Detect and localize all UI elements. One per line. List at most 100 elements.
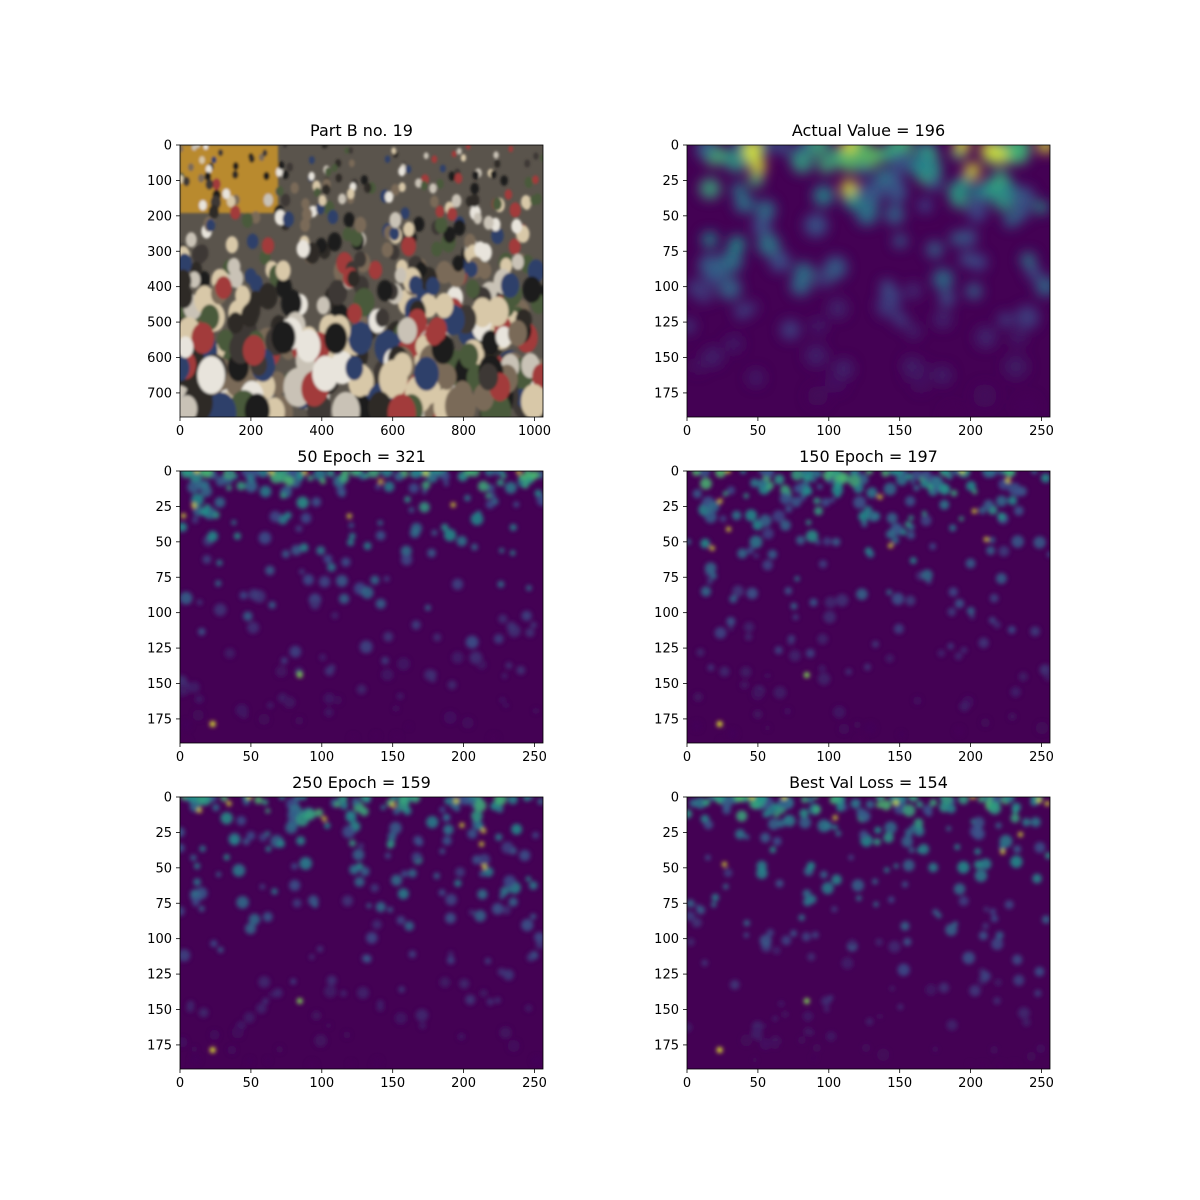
x-tick-label: 600 [380, 424, 405, 439]
subplot-6: Best Val Loss = 154 0 50 100 150 200 250 0 25 50 7… [654, 773, 1054, 1091]
subplot-3: 50 Epoch = 321 0 50 100 150 200 250 0 25 50 75 100 1… [147, 447, 547, 765]
y-tick-label: 500 [147, 316, 172, 331]
x-tick-label: 250 [1029, 1076, 1054, 1091]
y-tick-label: 25 [155, 826, 172, 841]
density-field [180, 471, 543, 743]
y-tick-label: 700 [147, 386, 172, 401]
subplot-4: 150 Epoch = 197 0 50 100 150 200 250 0 25 50 75 100… [654, 447, 1054, 765]
x-tick-label: 250 [522, 750, 547, 765]
axes-frame [686, 470, 1051, 744]
y-tick-label: 75 [662, 571, 679, 586]
y-tick-label: 0 [164, 465, 172, 480]
x-tick-label: 150 [887, 750, 912, 765]
x-tick-label: 100 [309, 750, 334, 765]
x-tick-label: 100 [309, 1076, 334, 1091]
x-tick-label: 200 [451, 750, 476, 765]
density-field [180, 797, 543, 1069]
y-tick-label: 175 [654, 386, 679, 401]
x-tick-label: 250 [1029, 750, 1054, 765]
x-tick-label: 50 [243, 750, 260, 765]
y-tick-label: 125 [654, 642, 679, 657]
x-tick-label: 100 [816, 424, 841, 439]
y-tick-label: 50 [155, 861, 172, 876]
y-tick-label: 100 [654, 932, 679, 947]
x-tick-label: 50 [750, 750, 767, 765]
y-tick-label: 100 [147, 606, 172, 621]
y-tick-label: 150 [147, 1003, 172, 1018]
density-field [687, 145, 1050, 417]
y-tick-label: 50 [155, 535, 172, 550]
x-tick-label: 0 [683, 424, 691, 439]
y-tick-label: 0 [671, 791, 679, 806]
y-tick-label: 125 [147, 642, 172, 657]
subplot-title: Best Val Loss = 154 [789, 773, 948, 792]
x-tick-label: 0 [176, 750, 184, 765]
x-tick-label: 250 [1029, 424, 1054, 439]
y-tick-label: 25 [662, 826, 679, 841]
y-tick-label: 100 [654, 606, 679, 621]
y-tick-label: 100 [147, 174, 172, 189]
crowd-photo [180, 145, 543, 417]
y-tick-label: 50 [662, 535, 679, 550]
y-tick-label: 75 [155, 571, 172, 586]
x-tick-label: 150 [380, 750, 405, 765]
y-tick-label: 25 [155, 500, 172, 515]
y-tick-label: 175 [147, 1038, 172, 1053]
x-tick-label: 0 [683, 750, 691, 765]
y-tick-label: 175 [654, 712, 679, 727]
x-tick-label: 100 [816, 1076, 841, 1091]
x-tick-label: 50 [243, 1076, 260, 1091]
x-tick-label: 0 [176, 1076, 184, 1091]
y-tick-label: 75 [662, 897, 679, 912]
x-tick-label: 200 [238, 424, 263, 439]
y-tick-label: 200 [147, 209, 172, 224]
axes-frame [686, 796, 1051, 1070]
x-tick-label: 1000 [518, 424, 551, 439]
y-tick-label: 75 [662, 245, 679, 260]
density-field [687, 471, 1050, 743]
y-tick-label: 150 [654, 677, 679, 692]
x-tick-label: 0 [176, 424, 184, 439]
x-tick-label: 150 [887, 1076, 912, 1091]
y-tick-label: 50 [662, 209, 679, 224]
subplot-title: Actual Value = 196 [792, 121, 945, 140]
x-tick-label: 200 [958, 1076, 983, 1091]
axes-frame [179, 470, 544, 744]
x-tick-label: 200 [451, 1076, 476, 1091]
x-tick-label: 250 [522, 1076, 547, 1091]
y-tick-label: 125 [654, 968, 679, 983]
x-tick-label: 0 [683, 1076, 691, 1091]
y-tick-label: 0 [164, 791, 172, 806]
axes-frame [686, 144, 1051, 418]
density-field [687, 797, 1050, 1069]
y-tick-label: 600 [147, 351, 172, 366]
x-tick-label: 150 [380, 1076, 405, 1091]
axes-frame [179, 144, 544, 418]
y-tick-label: 50 [662, 861, 679, 876]
y-tick-label: 175 [654, 1038, 679, 1053]
axes-frame [179, 796, 544, 1070]
subplot-1: Part B no. 19 0 200 400 600 800 1000 0 100 200 300… [147, 121, 551, 439]
y-tick-label: 75 [155, 897, 172, 912]
heatmap-background [180, 471, 543, 743]
y-tick-label: 150 [654, 351, 679, 366]
x-tick-label: 50 [750, 424, 767, 439]
x-tick-label: 200 [958, 424, 983, 439]
subplot-title: 250 Epoch = 159 [292, 773, 431, 792]
x-tick-label: 50 [750, 1076, 767, 1091]
subplot-title: 150 Epoch = 197 [799, 447, 938, 466]
x-tick-label: 100 [816, 750, 841, 765]
y-tick-label: 150 [654, 1003, 679, 1018]
y-tick-label: 25 [662, 500, 679, 515]
y-tick-label: 300 [147, 245, 172, 260]
y-tick-label: 400 [147, 280, 172, 295]
subplot-title: Part B no. 19 [310, 121, 413, 140]
x-tick-label: 200 [958, 750, 983, 765]
y-tick-label: 0 [164, 139, 172, 154]
y-tick-label: 25 [662, 174, 679, 189]
subplot-title: 50 Epoch = 321 [297, 447, 426, 466]
y-tick-label: 175 [147, 712, 172, 727]
y-tick-label: 100 [654, 280, 679, 295]
y-tick-label: 125 [147, 968, 172, 983]
subplot-2: Actual Value = 196 0 50 100 150 200 250 0 25 50 75… [654, 121, 1054, 439]
